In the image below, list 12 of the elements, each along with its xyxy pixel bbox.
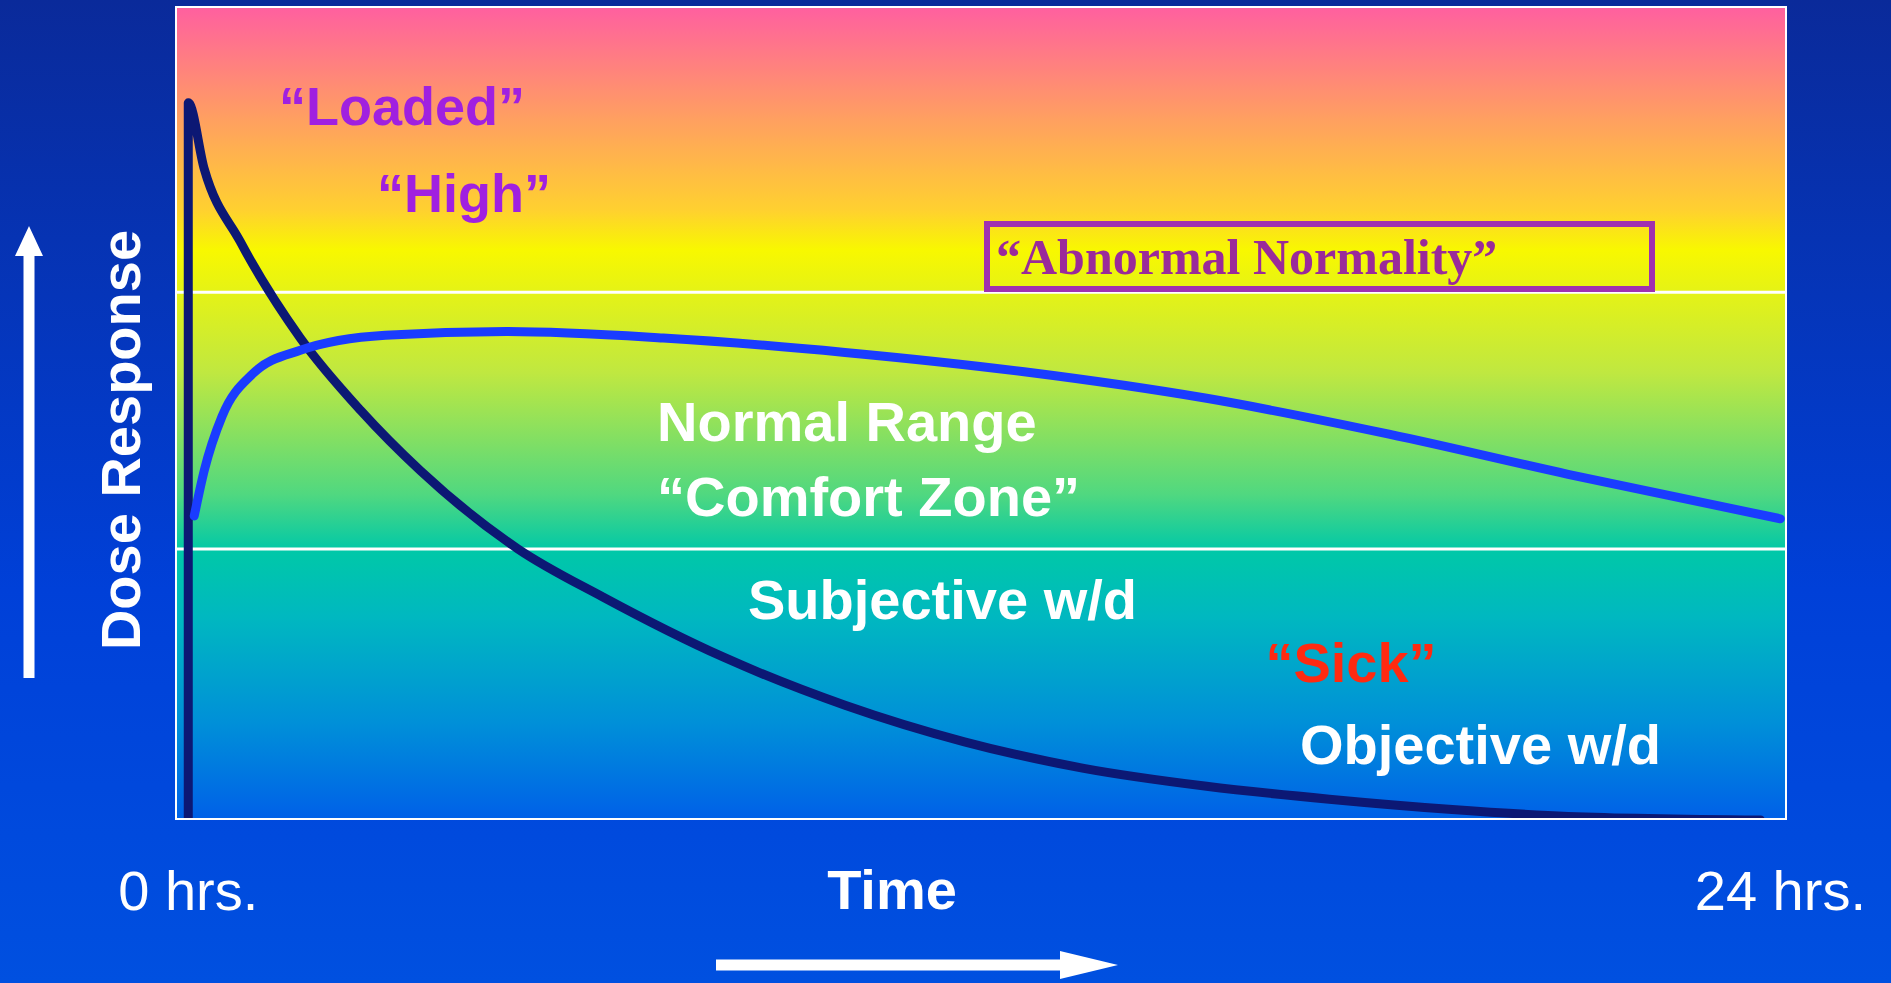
x-tick-label: 0 hrs.: [118, 859, 259, 922]
annotation: “Comfort Zone”: [657, 465, 1081, 528]
x-axis-title: Time: [827, 858, 957, 921]
annotation: “High”: [377, 163, 551, 223]
annotation: Normal Range: [657, 390, 1037, 453]
annotation: Objective w/d: [1300, 713, 1661, 776]
annotation: Subjective w/d: [748, 568, 1137, 631]
annotation: “Abnormal Normality”: [984, 221, 1655, 292]
y-axis-title: Dose Response: [89, 229, 152, 651]
annotation: “Loaded”: [278, 76, 526, 136]
x-tick-label: 24 hrs.: [1694, 859, 1866, 922]
annotation: “Sick”: [1265, 631, 1437, 694]
